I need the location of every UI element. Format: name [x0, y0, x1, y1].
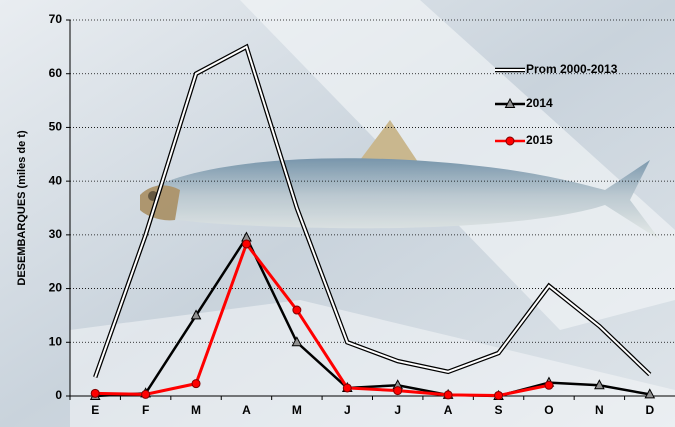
x-tick-label: J	[344, 403, 351, 417]
data-point	[291, 336, 303, 347]
data-point	[241, 239, 251, 249]
data-point	[342, 383, 352, 393]
background-picture	[70, 0, 675, 427]
data-point	[191, 379, 201, 389]
x-tick-label: E	[91, 403, 99, 417]
x-tick-label: A	[444, 403, 453, 417]
data-point	[644, 388, 656, 399]
data-point	[443, 390, 453, 400]
y-tick-label: 60	[49, 66, 63, 80]
x-tick-label: S	[495, 403, 503, 417]
data-point	[190, 309, 202, 320]
data-point	[594, 379, 605, 390]
data-point	[544, 380, 554, 390]
y-tick-label: 0	[55, 388, 62, 402]
y-tick-label: 70	[49, 12, 63, 26]
y-tick-label: 30	[49, 227, 63, 241]
legend-marker	[505, 136, 515, 146]
series-line-inner	[94, 45, 651, 378]
y-tick-label: 20	[49, 281, 63, 295]
data-point	[90, 388, 100, 398]
x-tick-label: D	[645, 403, 654, 417]
data-point	[292, 305, 302, 315]
y-tick-label: 10	[49, 334, 63, 348]
legend-label: 2014	[526, 96, 553, 110]
series-line	[95, 234, 651, 398]
data-point	[393, 386, 403, 396]
data-point	[141, 389, 151, 399]
x-tick-label: M	[191, 403, 201, 417]
x-tick-label: F	[142, 403, 149, 417]
x-tick-label: N	[595, 403, 604, 417]
series-line	[95, 240, 550, 397]
x-tick-label: O	[544, 403, 553, 417]
legend-label: Prom 2000-2013	[526, 62, 618, 76]
x-tick-label: J	[394, 403, 401, 417]
x-tick-label: M	[292, 403, 302, 417]
y-tick-label: 50	[49, 120, 63, 134]
x-tick-label: A	[242, 403, 251, 417]
y-tick-label: 40	[49, 173, 63, 187]
legend-label: 2015	[526, 133, 553, 147]
legend-marker	[504, 97, 516, 108]
data-point	[494, 390, 504, 400]
y-axis-label: DESEMBARQUES (miles de t)	[16, 130, 28, 286]
